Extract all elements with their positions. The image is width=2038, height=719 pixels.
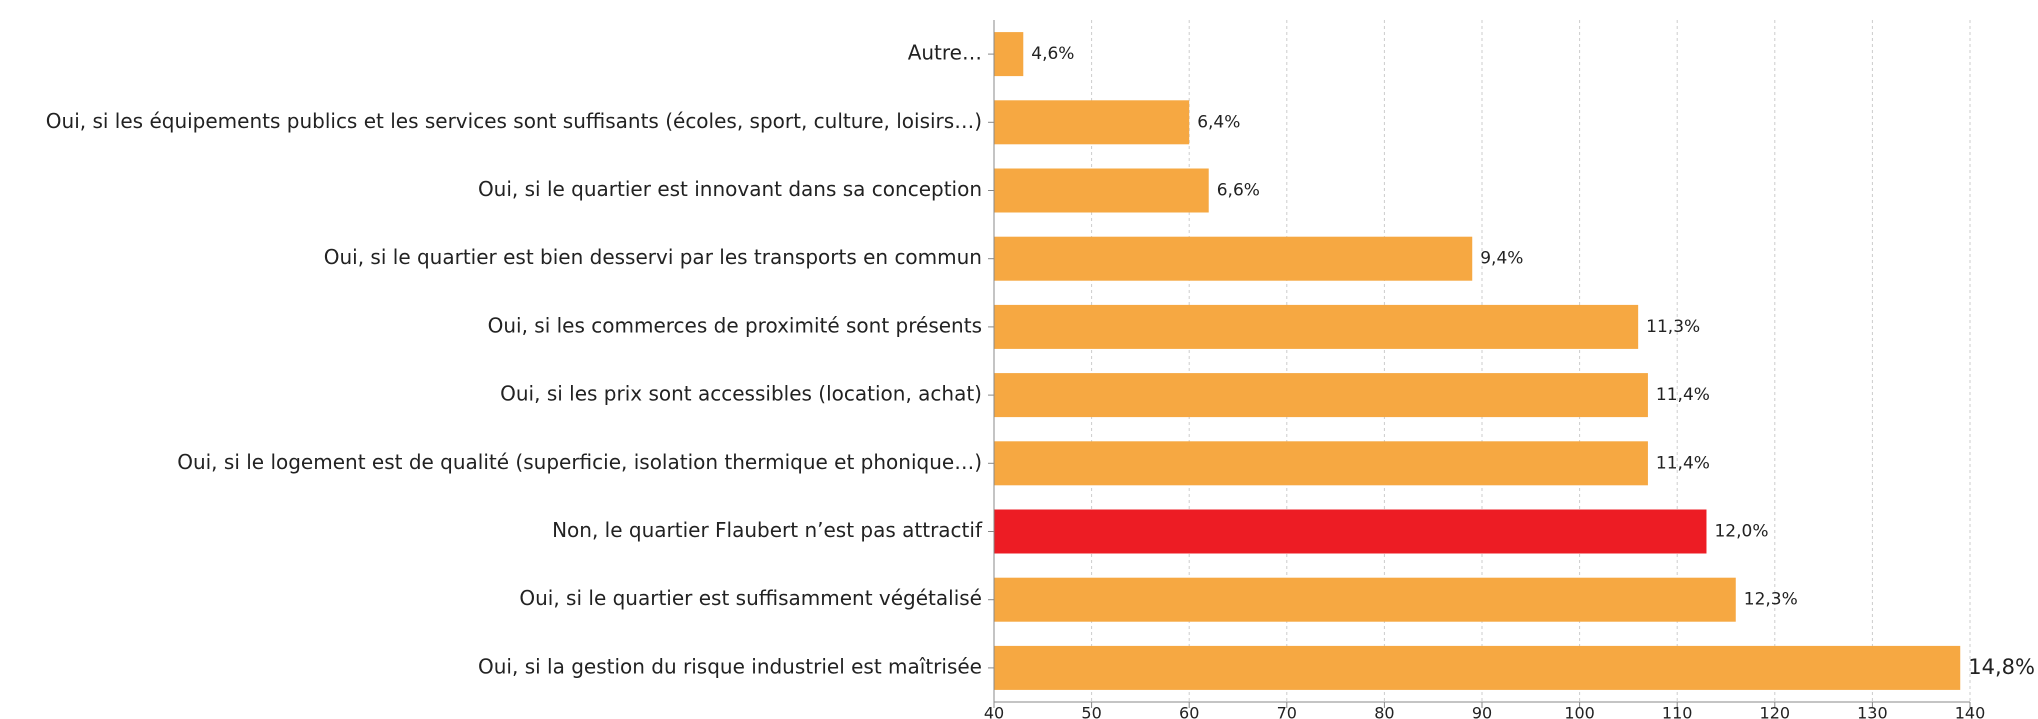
value-label: 9,4%: [1480, 249, 1523, 269]
x-tick-label: 110: [1662, 704, 1693, 719]
y-tick-label: Autre…: [908, 41, 982, 65]
x-tick-label: 140: [1955, 704, 1986, 719]
x-tick-label: 40: [984, 704, 1004, 719]
value-label: 14,8%: [1968, 655, 2035, 679]
y-tick-label: Oui, si la gestion du risque industriel …: [478, 654, 982, 678]
value-label: 11,4%: [1656, 453, 1710, 473]
bar: [994, 509, 1707, 554]
bar: [994, 168, 1209, 213]
x-tick-label: 70: [1277, 704, 1297, 719]
x-tick-label: 130: [1857, 704, 1888, 719]
y-tick-label: Oui, si le quartier est bien desservi pa…: [324, 245, 982, 269]
y-tick-label: Oui, si les prix sont accessibles (locat…: [500, 382, 982, 406]
bar: [994, 236, 1473, 281]
y-tick-label: Oui, si le quartier est innovant dans sa…: [478, 177, 982, 201]
y-tick-label: Oui, si le quartier est suffisamment vég…: [519, 586, 982, 610]
bar: [994, 32, 1024, 77]
y-tick-label: Non, le quartier Flaubert n’est pas attr…: [552, 518, 983, 542]
x-tick-label: 50: [1081, 704, 1101, 719]
y-tick-label: Oui, si les commerces de proximité sont …: [488, 313, 982, 337]
bar: [994, 577, 1736, 622]
y-tick-label: Oui, si le logement est de qualité (supe…: [177, 450, 982, 474]
value-label: 11,3%: [1646, 317, 1700, 337]
bar: [994, 441, 1648, 486]
value-label: 12,3%: [1744, 590, 1798, 610]
x-tick-label: 60: [1179, 704, 1199, 719]
value-label: 11,4%: [1656, 385, 1710, 405]
y-tick-label: Oui, si les équipements publics et les s…: [46, 109, 982, 133]
value-label: 6,6%: [1217, 181, 1260, 201]
x-tick-label: 120: [1760, 704, 1791, 719]
bar: [994, 645, 1961, 690]
bar: [994, 304, 1639, 349]
bar: [994, 373, 1648, 418]
value-label: 6,4%: [1197, 112, 1240, 132]
value-label: 4,6%: [1031, 44, 1074, 64]
bar: [994, 100, 1190, 145]
x-tick-label: 90: [1472, 704, 1492, 719]
x-tick-label: 80: [1374, 704, 1394, 719]
value-label: 12,0%: [1714, 522, 1768, 542]
x-tick-label: 100: [1564, 704, 1595, 719]
